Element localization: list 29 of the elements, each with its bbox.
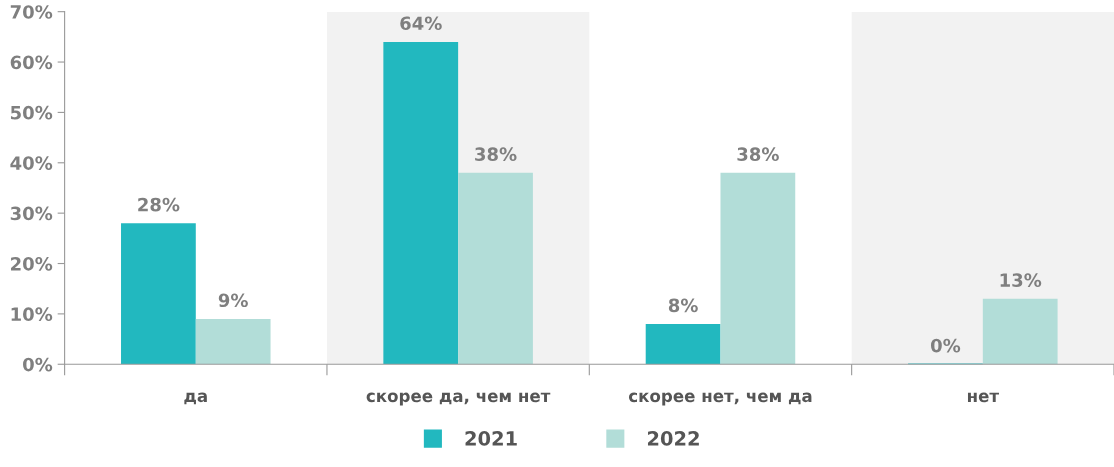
y-tick-label: 40% <box>10 156 53 170</box>
x-tick-label: скорее нет, чем да <box>628 392 812 406</box>
bar <box>383 41 459 365</box>
x-tick-label: скорее да, чем нет <box>366 392 551 406</box>
data-label: 8% <box>668 298 698 313</box>
data-label: 64% <box>400 16 442 31</box>
legend-label: 2021 <box>465 431 517 446</box>
data-label: 9% <box>218 293 248 308</box>
bar <box>645 323 721 365</box>
data-label: 13% <box>1000 273 1042 287</box>
y-tick-label: 20% <box>11 256 53 271</box>
data-label: 0% <box>930 338 961 353</box>
y-tick-label: 60% <box>10 55 53 70</box>
data-label: 38% <box>475 147 517 162</box>
data-label: 28% <box>138 197 180 212</box>
x-tick-label: нет <box>967 392 999 403</box>
y-tick-label: 50% <box>10 105 53 120</box>
bar <box>982 298 1058 365</box>
y-tick-label: 0% <box>23 357 53 372</box>
data-label: 38% <box>737 147 779 162</box>
y-tick-label: 30% <box>10 206 53 221</box>
bar <box>121 223 196 365</box>
y-tick-label: 10% <box>11 307 53 322</box>
y-tick-label: 70% <box>10 5 53 19</box>
legend-label: 2022 <box>647 431 699 446</box>
x-tick-label: да <box>184 392 207 405</box>
bar <box>195 318 271 365</box>
bar <box>458 172 533 365</box>
bar <box>720 172 796 365</box>
